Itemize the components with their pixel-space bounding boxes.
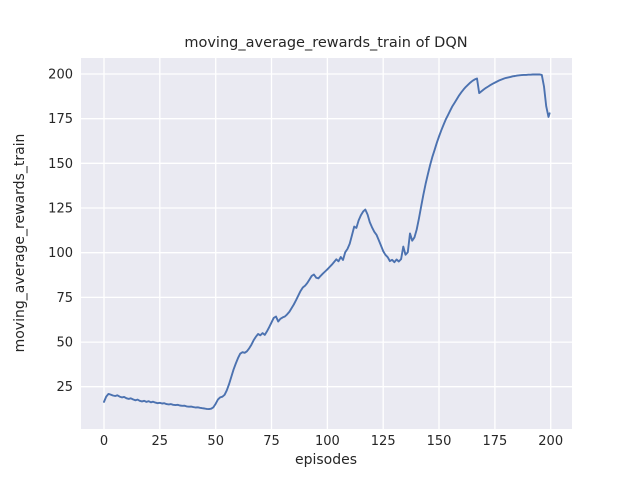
x-tick-label: 25 (152, 434, 169, 449)
x-tick-label: 175 (482, 434, 507, 449)
y-tick-label: 25 (56, 380, 73, 395)
y-tick-label: 175 (48, 112, 73, 127)
plot-area (81, 58, 572, 429)
y-tick-labels: 25 50 75 100 125 150 175 200 (48, 68, 73, 396)
y-axis-label: moving_average_rewards_train (12, 134, 28, 353)
x-tick-labels: 0 25 50 75 100 125 150 175 200 (100, 434, 563, 449)
y-tick-label: 50 (56, 336, 73, 351)
x-axis-label: episodes (295, 452, 357, 468)
y-tick-label: 100 (48, 246, 73, 261)
y-tick-label: 150 (48, 157, 73, 172)
reward-line (103, 73, 551, 411)
x-tick-label: 150 (427, 434, 452, 449)
x-tick-label: 100 (315, 434, 340, 449)
gridlines (81, 58, 572, 429)
x-tick-label: 50 (207, 434, 224, 449)
y-tick-label: 200 (48, 68, 73, 83)
x-tick-label: 125 (371, 434, 396, 449)
x-tick-label: 0 (100, 434, 108, 449)
x-tick-label: 75 (263, 434, 280, 449)
y-tick-label: 75 (56, 291, 73, 306)
x-tick-label: 200 (538, 434, 563, 449)
chart-title: moving_average_rewards_train of DQN (184, 35, 467, 51)
y-tick-label: 125 (48, 202, 73, 217)
